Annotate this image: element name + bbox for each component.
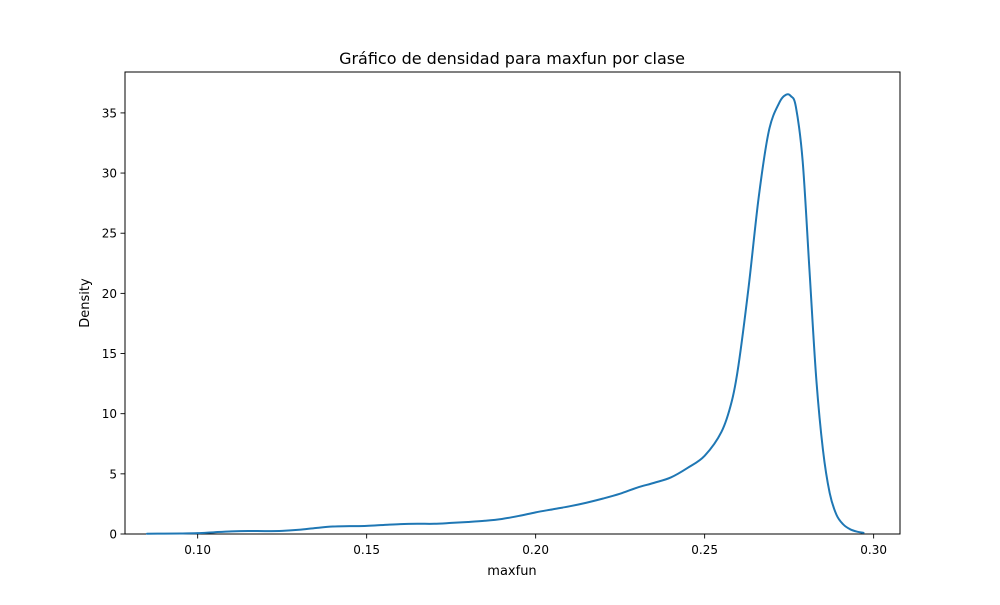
- y-tick-label: 10: [102, 407, 117, 421]
- y-tick-label: 35: [102, 106, 117, 120]
- density-line: [145, 93, 865, 535]
- y-axis-label: Density: [78, 278, 93, 328]
- chart-title: Gráfico de densidad para maxfun por clas…: [339, 49, 685, 68]
- y-tick-label: 25: [102, 227, 117, 241]
- y-tick-label: 15: [102, 347, 117, 361]
- x-tick-label: 0.30: [860, 543, 887, 557]
- x-tick-label: 0.15: [353, 543, 380, 557]
- x-tick-label: 0.20: [522, 543, 549, 557]
- x-axis-ticks: 0.10 0.15 0.20 0.25 0.30: [184, 534, 887, 557]
- y-tick-label: 20: [102, 287, 117, 301]
- series-layer: [145, 93, 865, 535]
- plot-frame: [124, 71, 901, 535]
- y-tick-label: 30: [102, 167, 117, 181]
- x-tick-label: 0.10: [184, 543, 211, 557]
- x-axis-label: maxfun: [487, 564, 536, 579]
- y-tick-label: 0: [109, 528, 117, 542]
- y-axis-ticks: 0 5 10 15 20 25 30 35: [102, 106, 125, 542]
- y-tick-label: 5: [109, 467, 117, 481]
- x-tick-label: 0.25: [691, 543, 718, 557]
